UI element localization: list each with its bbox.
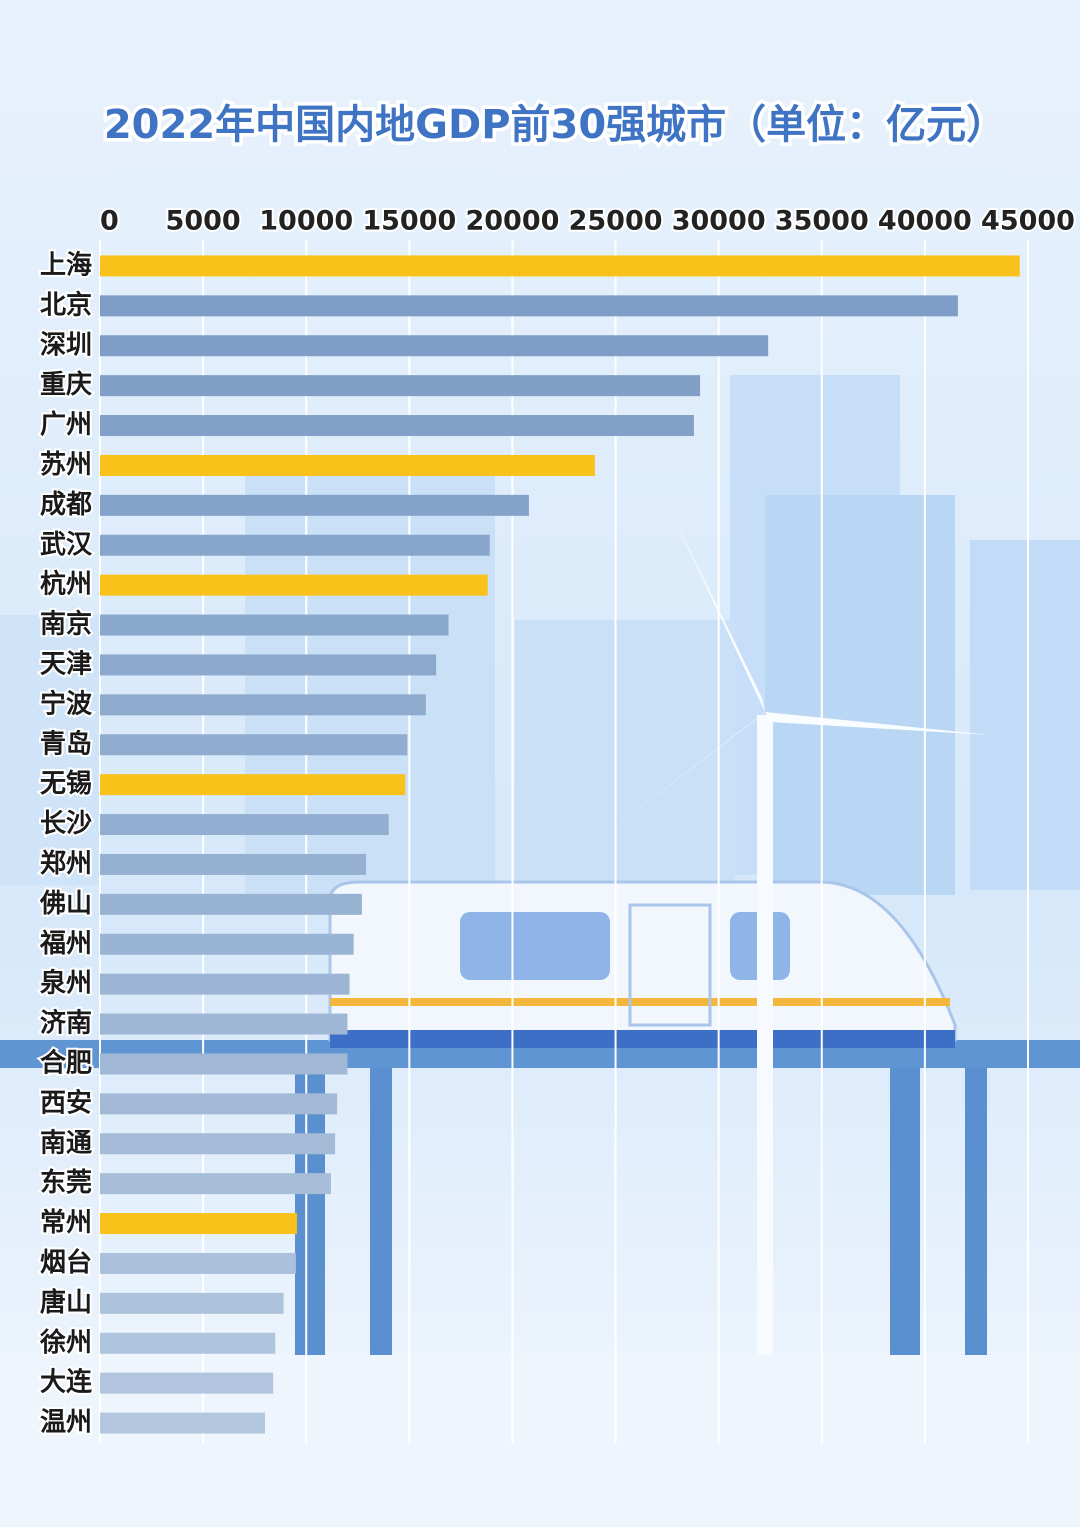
x-tick-label: 40000 — [878, 206, 972, 237]
y-tick-label: 徐州 — [39, 1327, 92, 1358]
bar — [100, 335, 769, 357]
bar — [100, 574, 488, 596]
y-tick-label: 大连 — [40, 1368, 93, 1398]
y-tick-label: 济南 — [40, 1009, 92, 1039]
bar — [100, 1173, 331, 1195]
x-tick-label: 20000 — [465, 206, 559, 237]
x-tick-label: 35000 — [775, 206, 869, 237]
bar — [100, 1332, 276, 1354]
y-tick-label: 福州 — [39, 929, 92, 959]
x-tick-label: 5000 — [166, 206, 241, 237]
bar — [100, 375, 701, 397]
bar — [100, 1013, 348, 1035]
y-tick-label: 武汉 — [40, 530, 93, 560]
bar — [100, 853, 367, 875]
y-tick-label: 苏州 — [40, 450, 92, 480]
bar — [100, 973, 350, 995]
y-tick-label: 青岛 — [40, 728, 92, 759]
bar — [100, 774, 406, 796]
y-tick-label: 北京 — [40, 289, 92, 320]
bar — [100, 1252, 296, 1274]
bar — [100, 255, 1020, 277]
bar — [100, 1213, 297, 1235]
x-tick-label: 25000 — [569, 206, 663, 237]
bar — [100, 534, 490, 556]
bar — [100, 494, 529, 516]
y-tick-label: 佛山 — [39, 889, 92, 919]
y-tick-label: 常州 — [40, 1208, 92, 1238]
y-tick-label: 杭州 — [40, 569, 92, 600]
x-tick-label: 10000 — [259, 206, 353, 237]
y-tick-label: 东莞 — [40, 1167, 92, 1198]
y-tick-label: 温州 — [40, 1408, 92, 1438]
y-tick-label: 泉州 — [40, 968, 92, 999]
y-tick-label: 长沙 — [40, 809, 92, 839]
bar — [100, 893, 362, 915]
y-tick-label: 郑州 — [40, 849, 92, 879]
y-tick-label: 重庆 — [40, 369, 92, 400]
y-tick-label: 无锡 — [40, 769, 92, 799]
y-tick-label: 成都 — [40, 490, 92, 520]
y-tick-label: 上海 — [40, 250, 92, 280]
y-tick-label: 天津 — [40, 649, 92, 679]
y-tick-label: 南京 — [40, 609, 92, 640]
bar — [100, 1372, 274, 1394]
bar — [100, 734, 408, 756]
x-tick-label: 0 — [100, 206, 119, 237]
bar — [100, 1412, 265, 1434]
bar — [100, 654, 437, 676]
bar — [100, 454, 595, 476]
bar — [100, 295, 958, 317]
bar — [100, 1133, 336, 1155]
y-tick-label: 烟台 — [40, 1247, 92, 1278]
y-tick-label: 宁波 — [40, 688, 93, 719]
y-tick-label: 合肥 — [40, 1047, 92, 1078]
bar — [100, 1292, 284, 1314]
bar — [100, 814, 389, 836]
y-tick-label: 唐山 — [40, 1287, 92, 1318]
bar — [100, 415, 694, 437]
y-tick-label: 南通 — [40, 1128, 92, 1158]
y-tick-label: 西安 — [40, 1088, 92, 1118]
x-tick-label: 15000 — [362, 206, 456, 237]
bar — [100, 694, 426, 716]
bar — [100, 1053, 348, 1075]
x-tick-label: 30000 — [672, 206, 766, 237]
bar — [100, 933, 354, 955]
bar — [100, 614, 449, 636]
x-tick-label: 45000 — [981, 206, 1075, 237]
y-tick-label: 深圳 — [40, 330, 92, 360]
chart-title: 2022年中国内地GDP前30强城市（单位：亿元） — [104, 102, 1006, 148]
bar — [100, 1093, 338, 1115]
y-tick-label: 广州 — [40, 410, 92, 440]
